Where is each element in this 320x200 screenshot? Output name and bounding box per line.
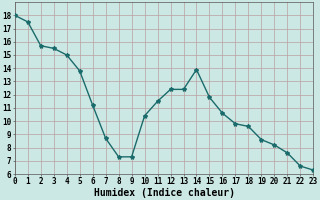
X-axis label: Humidex (Indice chaleur): Humidex (Indice chaleur) bbox=[93, 188, 235, 198]
